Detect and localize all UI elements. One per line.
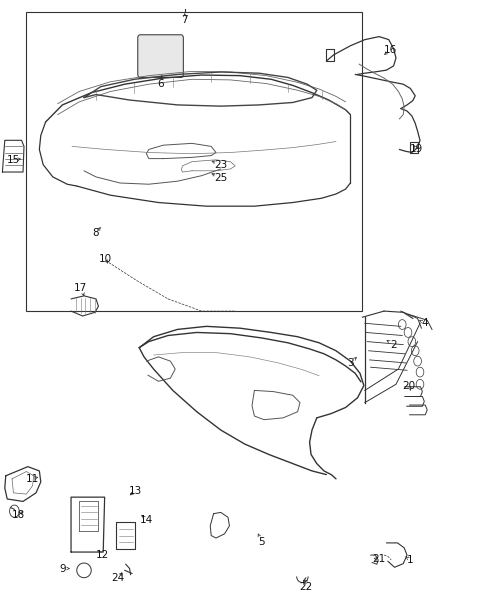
Text: 21: 21	[372, 554, 386, 564]
Text: 12: 12	[96, 550, 109, 560]
Text: 9: 9	[59, 564, 66, 573]
Text: 25: 25	[214, 173, 228, 183]
Text: 1: 1	[407, 555, 414, 565]
Text: 4: 4	[421, 318, 428, 328]
Text: 18: 18	[12, 511, 25, 520]
Text: 16: 16	[384, 45, 397, 55]
Text: 3: 3	[347, 358, 354, 368]
Text: 11: 11	[25, 474, 39, 484]
Text: 17: 17	[74, 283, 87, 293]
FancyBboxPatch shape	[138, 35, 183, 77]
Text: 13: 13	[129, 486, 143, 496]
Text: 24: 24	[111, 573, 124, 583]
Text: 5: 5	[258, 537, 265, 547]
Text: 20: 20	[402, 381, 416, 390]
Text: 10: 10	[99, 254, 112, 264]
Text: 7: 7	[181, 15, 188, 25]
Text: 22: 22	[300, 582, 313, 592]
Text: 23: 23	[214, 160, 228, 170]
Text: 2: 2	[390, 340, 397, 350]
Text: 15: 15	[7, 155, 20, 165]
Text: 6: 6	[157, 79, 164, 89]
Text: 19: 19	[410, 144, 423, 154]
Bar	[26, 12, 362, 311]
Text: 8: 8	[93, 228, 99, 238]
Text: 14: 14	[140, 515, 154, 525]
